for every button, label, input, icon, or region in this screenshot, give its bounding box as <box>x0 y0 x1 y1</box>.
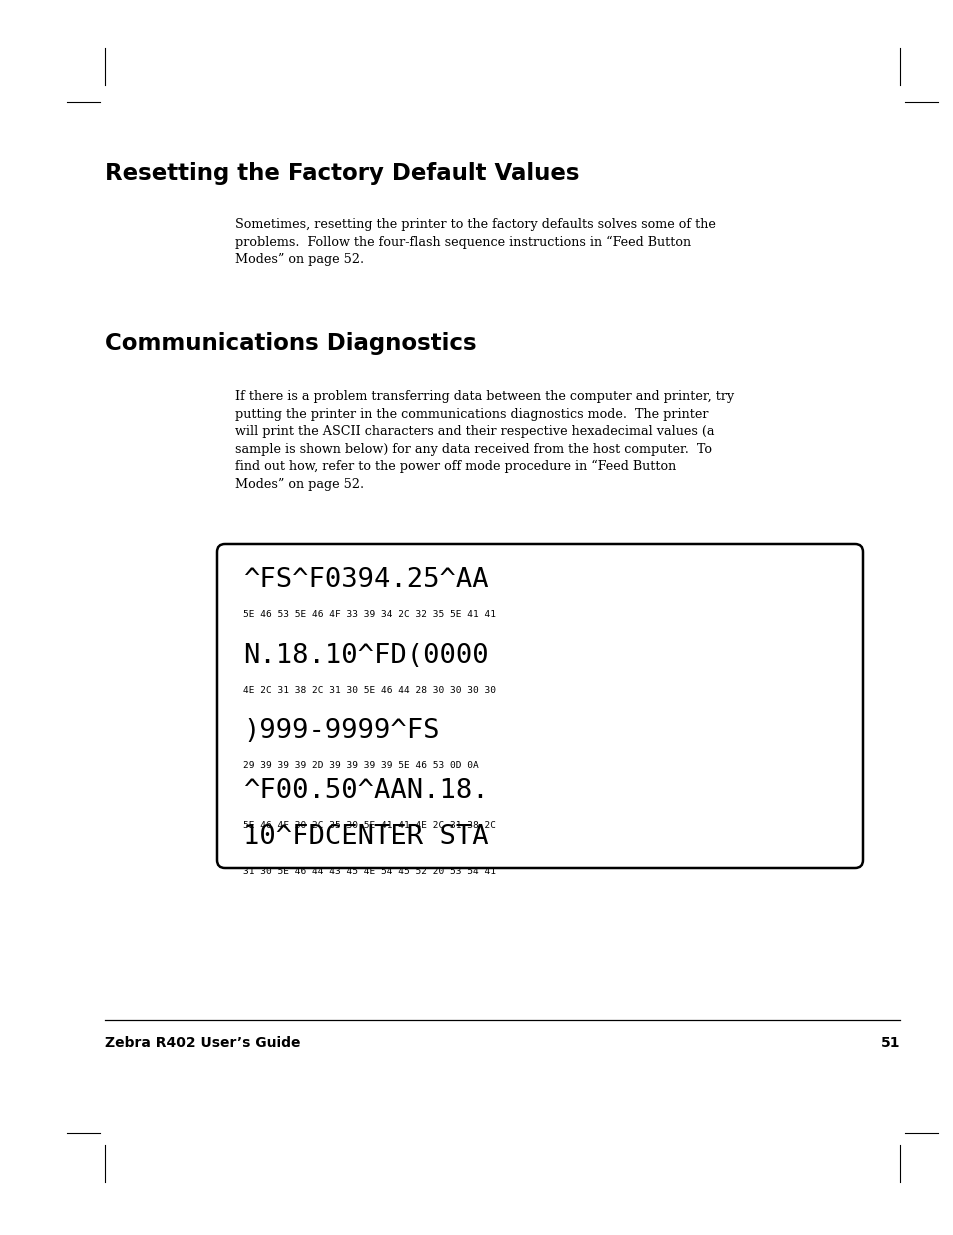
Text: )999-9999^FS: )999-9999^FS <box>243 718 439 743</box>
Text: Zebra R402 User’s Guide: Zebra R402 User’s Guide <box>105 1036 300 1050</box>
Text: ^FS^F0394.25^AA: ^FS^F0394.25^AA <box>243 567 488 593</box>
Text: 10^FDCENTER STA: 10^FDCENTER STA <box>243 824 488 850</box>
Text: 51: 51 <box>880 1036 899 1050</box>
Text: 31 30 5E 46 44 43 45 4E 54 45 52 20 53 54 41: 31 30 5E 46 44 43 45 4E 54 45 52 20 53 5… <box>243 867 496 876</box>
Text: Resetting the Factory Default Values: Resetting the Factory Default Values <box>105 162 578 185</box>
Text: Sometimes, resetting the printer to the factory defaults solves some of the
prob: Sometimes, resetting the printer to the … <box>234 219 715 267</box>
Text: If there is a problem transferring data between the computer and printer, try
pu: If there is a problem transferring data … <box>234 390 734 490</box>
Text: 5E 46 4F 30 2C 35 30 5E 41 41 4E 2C 31 38 2C: 5E 46 4F 30 2C 35 30 5E 41 41 4E 2C 31 3… <box>243 821 496 830</box>
Text: 5E 46 53 5E 46 4F 33 39 34 2C 32 35 5E 41 41: 5E 46 53 5E 46 4F 33 39 34 2C 32 35 5E 4… <box>243 610 496 619</box>
FancyBboxPatch shape <box>216 543 862 868</box>
Text: N.18.10^FD(0000: N.18.10^FD(0000 <box>243 643 488 669</box>
Text: Communications Diagnostics: Communications Diagnostics <box>105 332 476 354</box>
Text: 29 39 39 39 2D 39 39 39 39 5E 46 53 0D 0A: 29 39 39 39 2D 39 39 39 39 5E 46 53 0D 0… <box>243 761 478 769</box>
Text: 4E 2C 31 38 2C 31 30 5E 46 44 28 30 30 30 30: 4E 2C 31 38 2C 31 30 5E 46 44 28 30 30 3… <box>243 685 496 695</box>
Text: ^F00.50^AAN.18.: ^F00.50^AAN.18. <box>243 778 488 804</box>
